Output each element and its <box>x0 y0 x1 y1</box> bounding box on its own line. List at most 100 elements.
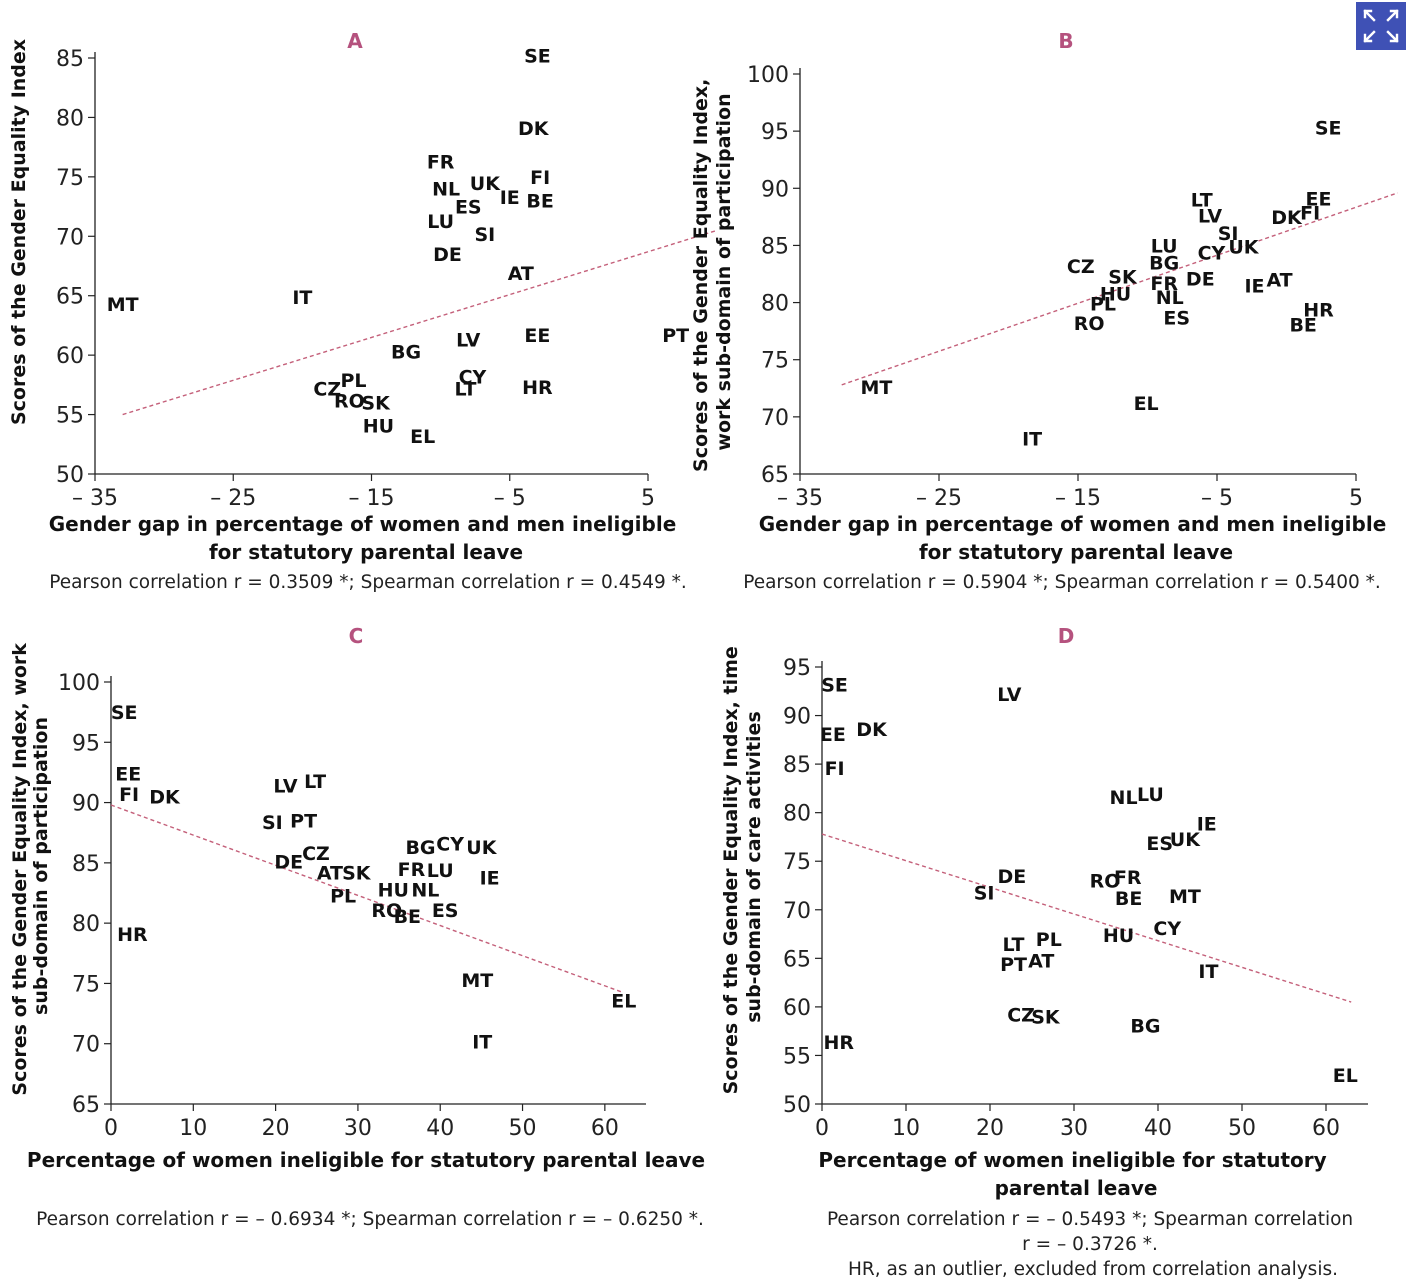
y-tick-label-b: 65 <box>761 463 789 488</box>
point-label-fr: FR <box>427 151 455 173</box>
x-axis-label-c: Percentage of women ineligible for statu… <box>27 1148 705 1172</box>
point-label-fi: FI <box>530 167 550 189</box>
x-tick-label-c: 50 <box>509 1116 537 1141</box>
x-tick-label-d: 30 <box>1060 1116 1088 1141</box>
x-tick-label-b: – 35 <box>777 486 823 511</box>
point-label-sk: SK <box>342 863 372 885</box>
y-tick-label-c: 80 <box>72 912 100 937</box>
y-axis-label-d: Scores of the Gender Equality Index, tim… <box>720 640 765 1095</box>
point-label-cy: CY <box>1198 242 1226 264</box>
point-label-uk: UK <box>1170 829 1201 851</box>
point-label-it: IT <box>1022 429 1042 451</box>
point-label-bg: BG <box>405 837 435 859</box>
point-label-nl: NL <box>432 179 460 201</box>
y-axis-label-b: Scores of the Gender Equality Index, wor… <box>690 72 735 472</box>
y-tick-label-a: 75 <box>56 166 84 191</box>
x-tick-label-c: 20 <box>262 1116 290 1141</box>
point-label-cz: CZ <box>313 378 341 400</box>
point-label-lv: LV <box>273 776 297 798</box>
fullscreen-button[interactable] <box>1356 2 1406 50</box>
point-label-el: EL <box>611 990 636 1012</box>
point-label-at: AT <box>1028 950 1054 972</box>
point-label-ro: RO <box>334 390 365 412</box>
point-label-hu: HU <box>1103 925 1134 947</box>
point-label-cy: CY <box>1153 918 1181 940</box>
point-label-bg: BG <box>391 342 421 364</box>
y-tick-label-d: 65 <box>783 947 811 972</box>
point-label-ie: IE <box>1197 813 1217 835</box>
y-tick-label-c: 70 <box>72 1033 100 1058</box>
point-label-uk: UK <box>466 837 497 859</box>
panel-label-b: B <box>1058 29 1073 53</box>
x-tick-label-d: 40 <box>1144 1116 1172 1141</box>
x-tick-label-c: 0 <box>104 1116 118 1141</box>
point-label-mt: MT <box>861 377 893 399</box>
point-label-ee: EE <box>115 764 141 786</box>
point-label-ie: IE <box>1244 275 1264 297</box>
panel-label-d: D <box>1058 624 1075 648</box>
x-tick-label-b: – 25 <box>916 486 962 511</box>
point-label-fi: FI <box>1300 202 1320 224</box>
point-label-el: EL <box>410 426 435 448</box>
plot-area-a: 50 55 60 65 70 75 80 85 – 35 – 25 – 15 – 5 5 SE DK FI FR… <box>56 46 718 511</box>
point-label-nl: NL <box>1156 287 1184 309</box>
y-tick-label-d: 85 <box>783 753 811 778</box>
point-label-dk: DK <box>1271 207 1303 229</box>
y-tick-label-c: 95 <box>72 731 100 756</box>
point-label-de: DE <box>997 866 1026 888</box>
y-tick-label-a: 80 <box>56 106 84 131</box>
point-label-es: ES <box>455 197 482 219</box>
point-label-cy: CY <box>436 834 464 856</box>
point-label-el: EL <box>1134 393 1159 415</box>
point-label-be: BE <box>394 906 421 928</box>
point-label-ro: RO <box>1074 313 1105 335</box>
scatter-panel-d: D 50 55 60 65 70 75 80 85 90 95 0 10 20 30 40 50 60 SE LV E… <box>720 624 1368 1280</box>
panel-label-a: A <box>347 29 363 53</box>
point-label-se: SE <box>1315 118 1342 140</box>
y-tick-label-b: 100 <box>747 63 789 88</box>
y-axis-label-a: Scores of the Gender Equality Index <box>8 39 30 425</box>
x-tick-label-c: 60 <box>591 1116 619 1141</box>
x-tick-label-b: – 5 <box>1201 486 1233 511</box>
x-tick-label-b: – 15 <box>1055 486 1101 511</box>
point-label-ie: IE <box>480 867 500 889</box>
y-tick-label-b: 90 <box>761 177 789 202</box>
point-label-mt: MT <box>107 294 139 316</box>
point-label-uk: UK <box>1228 237 1259 259</box>
x-tick-label-b: 5 <box>1349 486 1363 511</box>
point-label-fr: FR <box>1150 273 1178 295</box>
point-label-si: SI <box>1218 223 1239 245</box>
y-tick-label-d: 90 <box>783 705 811 730</box>
y-tick-label-a: 85 <box>56 47 84 72</box>
point-label-cy: CY <box>459 367 487 389</box>
x-tick-label-c: 10 <box>179 1116 207 1141</box>
point-label-lu: LU <box>1137 784 1164 806</box>
point-label-cz: CZ <box>302 843 330 865</box>
y-tick-label-b: 95 <box>761 120 789 145</box>
point-label-dk: DK <box>149 787 181 809</box>
point-label-es: ES <box>1163 307 1190 329</box>
point-label-nl: NL <box>411 879 439 901</box>
plot-area-d: 50 55 60 65 70 75 80 85 90 95 0 10 20 30 40 50 60 SE LV EE D… <box>783 656 1368 1141</box>
y-tick-label-a: 70 <box>56 225 84 250</box>
point-label-ro: RO <box>371 900 402 922</box>
point-label-hr: HR <box>1303 299 1334 321</box>
correlation-note-d: Pearson correlation r = – 0.5493 *; Spea… <box>827 1209 1359 1280</box>
point-label-hu: HU <box>363 415 394 437</box>
point-label-bg: BG <box>1149 253 1179 275</box>
x-tick-label-a: – 15 <box>349 486 395 511</box>
y-tick-label-b: 75 <box>761 349 789 374</box>
point-label-mt: MT <box>461 970 493 992</box>
y-tick-label-c: 65 <box>72 1093 100 1118</box>
y-tick-label-d: 80 <box>783 802 811 827</box>
point-label-dk: DK <box>856 719 888 741</box>
y-tick-label-d: 70 <box>783 899 811 924</box>
point-label-pt: PT <box>1000 954 1027 976</box>
point-label-es: ES <box>432 900 459 922</box>
point-label-se: SE <box>111 702 138 724</box>
y-tick-label-c: 85 <box>72 852 100 877</box>
x-tick-label-d: 20 <box>976 1116 1004 1141</box>
point-label-be: BE <box>1115 888 1142 910</box>
